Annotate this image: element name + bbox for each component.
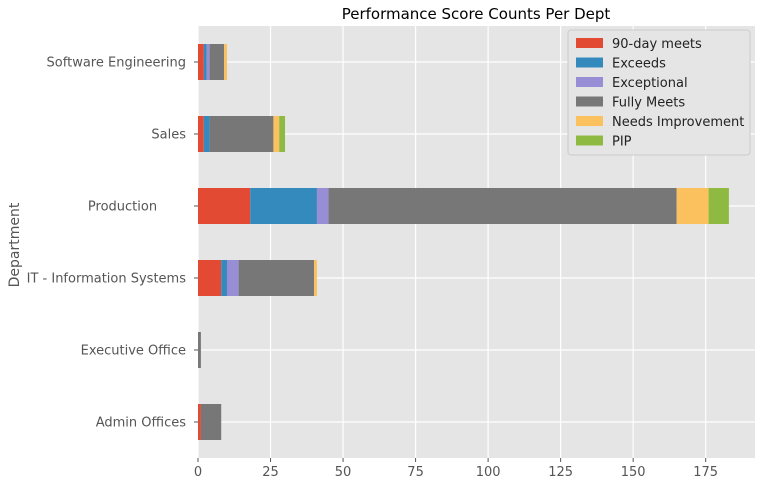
legend-label: Exceeds (612, 57, 666, 72)
bar-segment (209, 44, 225, 80)
y-tick-label: Production (88, 200, 186, 215)
x-tick-label: 125 (548, 465, 573, 480)
legend: 90-day meets Exceeds Exceptional Fully Meet… (567, 29, 751, 156)
x-tick-label: 75 (407, 465, 424, 480)
x-tick-label: 100 (476, 465, 501, 480)
y-tick-label: Executive Office (81, 344, 186, 359)
bar-segment (676, 188, 709, 224)
bar-segment (200, 404, 222, 440)
legend-swatch (576, 135, 603, 146)
y-tick-label: Admin Offices (96, 416, 187, 431)
y-axis-title: Department (7, 202, 23, 287)
legend-swatch (576, 38, 603, 48)
bar-segment (238, 260, 315, 296)
bar-segment (221, 260, 228, 296)
bar-segment (250, 188, 317, 224)
legend-label: Needs Improvement (612, 115, 744, 130)
legend-swatch (576, 77, 603, 87)
bar-segment (206, 44, 210, 80)
bar-segment (316, 188, 329, 224)
bars (198, 44, 729, 440)
bar-segment (209, 116, 274, 152)
x-tick-label: 0 (194, 465, 202, 480)
legend-label: 90-day meets (612, 37, 702, 52)
x-tick-label: 25 (262, 465, 279, 480)
bar-segment (224, 44, 228, 80)
y-tick-label: IT - Information Systems (27, 272, 187, 287)
bar-segment (227, 260, 239, 296)
bar-segment (198, 332, 201, 368)
bar-segment (273, 116, 280, 152)
bar-segment (198, 44, 204, 80)
legend-label: Fully Meets (612, 96, 685, 111)
legend-swatch (576, 57, 603, 68)
x-tick-label: 50 (335, 465, 352, 480)
axis-ticks: 0 25 50 75 100 125 150 175 Admin Offices Executiv… (27, 56, 718, 481)
bar-segment (314, 260, 317, 296)
legend-label: Exceptional (612, 76, 688, 91)
legend-swatch (576, 116, 603, 126)
x-tick-label: 150 (621, 465, 646, 480)
bar-segment (198, 188, 251, 224)
legend-swatch (576, 96, 603, 107)
chart-title: Performance Score Counts Per Dept (342, 5, 611, 23)
bar-segment (708, 188, 729, 224)
bar-segment (198, 404, 201, 440)
legend-box (567, 29, 751, 156)
y-tick-label: Software Engineering (47, 56, 186, 71)
bar-segment (203, 44, 207, 80)
x-tick-label: 175 (693, 465, 718, 480)
bar-segment (279, 116, 286, 152)
bar-segment (198, 116, 204, 152)
bar-segment (328, 188, 677, 224)
y-tick-label: Sales (151, 128, 186, 143)
bar-segment (203, 116, 210, 152)
bar-segment (198, 260, 222, 296)
legend-label: PIP (612, 135, 632, 150)
